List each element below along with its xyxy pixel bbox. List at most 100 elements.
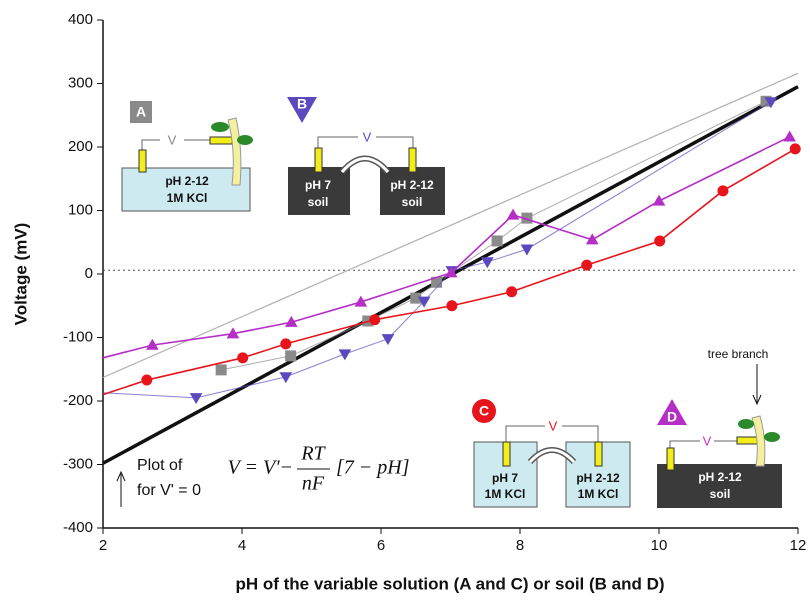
salt-bridge bbox=[340, 157, 390, 173]
electrode bbox=[594, 441, 603, 467]
data-point bbox=[141, 374, 153, 386]
data-point bbox=[481, 257, 494, 269]
inset-b: pH 7 soil pH 2-12 soil V bbox=[288, 129, 445, 215]
annotation: Plot of bbox=[137, 457, 183, 474]
y-tick-label: 400 bbox=[68, 11, 93, 28]
inset-d: pH 2-12 soil V tree branch bbox=[657, 347, 782, 508]
solution-box bbox=[121, 167, 251, 212]
inset-label: pH 2-12 bbox=[698, 470, 742, 484]
y-tick-label: -400 bbox=[63, 519, 93, 536]
electrode bbox=[138, 149, 147, 173]
legend-marker bbox=[287, 96, 317, 123]
equation: [7 − pH] bbox=[336, 457, 410, 479]
y-tick-label: -300 bbox=[63, 455, 93, 472]
data-point bbox=[520, 244, 534, 256]
data-point bbox=[506, 286, 518, 298]
wire bbox=[141, 139, 215, 150]
y-axis-label: Voltage (mV) bbox=[11, 223, 30, 326]
wire bbox=[505, 425, 599, 442]
data-point bbox=[491, 235, 503, 247]
electrode bbox=[666, 447, 675, 471]
data-point bbox=[783, 130, 796, 142]
legend-marker bbox=[130, 101, 152, 123]
arrow bbox=[752, 364, 762, 406]
voltmeter: V bbox=[168, 132, 177, 147]
inset-label: tree branch bbox=[708, 347, 769, 361]
data-point bbox=[237, 352, 249, 364]
soil-box bbox=[380, 167, 445, 215]
salt-bridge bbox=[528, 448, 576, 464]
data-point bbox=[146, 338, 159, 350]
inset-label: pH 7 bbox=[492, 471, 518, 485]
legend-label: B bbox=[297, 96, 307, 112]
inset-label: soil bbox=[308, 195, 329, 209]
voltmeter: V bbox=[703, 433, 712, 448]
legend-label: C bbox=[479, 403, 489, 419]
x-tick-label: 4 bbox=[238, 537, 246, 554]
voltmeter: V bbox=[363, 129, 372, 144]
inset-label: pH 2-12 bbox=[165, 174, 209, 188]
inset-label: 1M KCl bbox=[485, 487, 526, 501]
data-point bbox=[760, 95, 772, 107]
y-tick-label: 200 bbox=[68, 138, 93, 155]
inset-label: pH 2-12 bbox=[390, 178, 434, 192]
data-point bbox=[285, 315, 298, 327]
electrode bbox=[502, 441, 511, 467]
data-point bbox=[581, 259, 593, 271]
leaf bbox=[211, 122, 229, 132]
data-point bbox=[444, 266, 458, 278]
y-tick-label: -100 bbox=[63, 328, 93, 345]
data-point bbox=[506, 208, 520, 220]
data-point bbox=[381, 334, 395, 346]
data-point bbox=[431, 276, 443, 288]
leaf bbox=[237, 135, 253, 145]
fit-line bbox=[102, 72, 799, 379]
data-point bbox=[285, 350, 297, 362]
x-tick-label: 2 bbox=[99, 537, 107, 554]
data-point bbox=[189, 393, 203, 405]
data-point bbox=[717, 185, 729, 197]
y-tick-label: -200 bbox=[63, 392, 93, 409]
data-point bbox=[338, 349, 352, 361]
y-tick-label: 100 bbox=[68, 201, 93, 218]
solution-box bbox=[565, 441, 631, 508]
x-axis-label: pH of the variable solution (A and C) or… bbox=[235, 574, 664, 593]
inset-label: 1M KCl bbox=[578, 487, 619, 501]
equation: V = V'− bbox=[228, 457, 293, 479]
data-point bbox=[215, 364, 227, 376]
data-point bbox=[585, 233, 599, 245]
data-point bbox=[417, 296, 431, 308]
series-line bbox=[102, 101, 772, 399]
data-point bbox=[654, 235, 666, 247]
equation: nF bbox=[302, 473, 325, 495]
wire bbox=[317, 136, 414, 148]
data-point bbox=[354, 295, 368, 307]
y-tick-label: 300 bbox=[68, 74, 93, 91]
inset-label: soil bbox=[402, 195, 423, 209]
x-tick-label: 6 bbox=[377, 537, 385, 554]
soil-box bbox=[657, 464, 782, 508]
electrode bbox=[736, 436, 760, 445]
data-point bbox=[410, 292, 422, 304]
legend-marker bbox=[472, 399, 496, 423]
annotation: for V' = 0 bbox=[137, 482, 201, 499]
branch bbox=[751, 415, 766, 467]
legend-label: D bbox=[667, 409, 677, 425]
leaf bbox=[738, 419, 754, 429]
data-point bbox=[446, 300, 458, 312]
series-line bbox=[102, 136, 791, 359]
data-point bbox=[789, 143, 801, 155]
inset-label: soil bbox=[710, 487, 731, 501]
voltmeter: V bbox=[549, 418, 558, 433]
inset-label: 1M KCl bbox=[167, 191, 208, 205]
arrow bbox=[116, 470, 126, 507]
electrode bbox=[209, 136, 233, 145]
electrode bbox=[314, 147, 323, 173]
y-tick-label: 0 bbox=[85, 265, 93, 282]
data-point bbox=[369, 314, 381, 326]
x-tick-label: 8 bbox=[516, 537, 524, 554]
legend-marker bbox=[657, 399, 687, 426]
data-point bbox=[652, 194, 666, 206]
soil-box bbox=[288, 167, 350, 215]
equation: RT bbox=[300, 443, 326, 465]
